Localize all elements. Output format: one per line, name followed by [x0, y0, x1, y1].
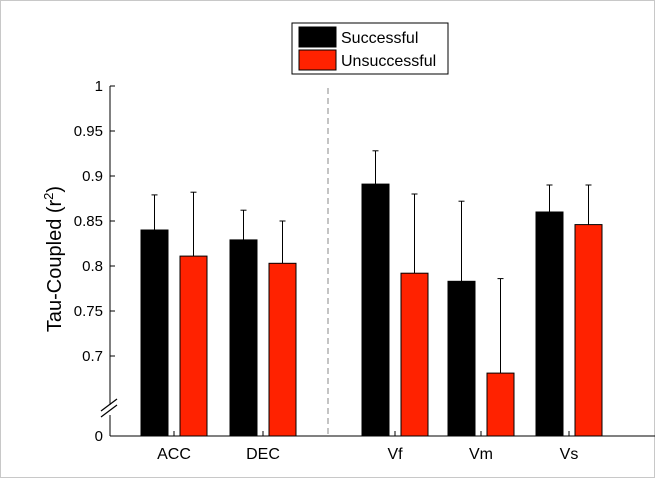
legend-label: Unsuccessful [341, 53, 436, 70]
y-tick-label: 0.8 [82, 258, 103, 275]
x-tick-label: Vs [560, 446, 579, 463]
legend: Successful Unsuccessful [291, 22, 449, 75]
axis-break-mark [100, 398, 118, 412]
y-axis-label-superscript: 2 [41, 193, 56, 200]
y-axis-label: Tau-Coupled (r2) [41, 186, 66, 332]
legend-swatch [298, 49, 337, 71]
x-tick-label: ACC [157, 446, 191, 463]
x-tick-label: DEC [246, 446, 280, 463]
y-tick-label: 0.95 [74, 123, 103, 140]
bar-unsuccessful-vs [574, 224, 603, 437]
bars [140, 183, 603, 437]
bar-unsuccessful-vm [486, 372, 515, 437]
bar-successful-vm [447, 280, 476, 437]
bar-successful-vs [535, 211, 564, 437]
y-axis-label-close: ) [44, 186, 66, 193]
y-tick-label: 0.9 [82, 168, 103, 185]
bar-successful-dec [229, 239, 258, 437]
y-tick-label: 0.75 [74, 303, 103, 320]
bar-unsuccessful-acc [179, 255, 208, 437]
bar-successful-acc [140, 229, 169, 437]
x-tick-label: Vm [469, 446, 493, 463]
x-tick-label: Vf [387, 446, 403, 463]
axis-break-mark [100, 404, 118, 418]
legend-label: Successful [341, 30, 418, 47]
bar-successful-vf [361, 183, 390, 437]
y-tick-label: 0.85 [74, 213, 103, 230]
bar-unsuccessful-dec [268, 262, 297, 437]
legend-swatch [298, 26, 337, 48]
error-bars [151, 150, 592, 374]
y-tick-label: 0.7 [82, 348, 103, 365]
y-tick-label: 1 [95, 78, 103, 95]
bar-unsuccessful-vf [400, 272, 429, 437]
y-ticks: 0.7 0.75 0.8 0.85 0.9 0.95 1 0 [74, 78, 115, 445]
y-tick-label: 0 [95, 428, 103, 445]
y-axis-label-main: Tau-Coupled (r [44, 199, 66, 332]
x-ticks: ACC DEC Vf Vm Vs [157, 431, 578, 463]
